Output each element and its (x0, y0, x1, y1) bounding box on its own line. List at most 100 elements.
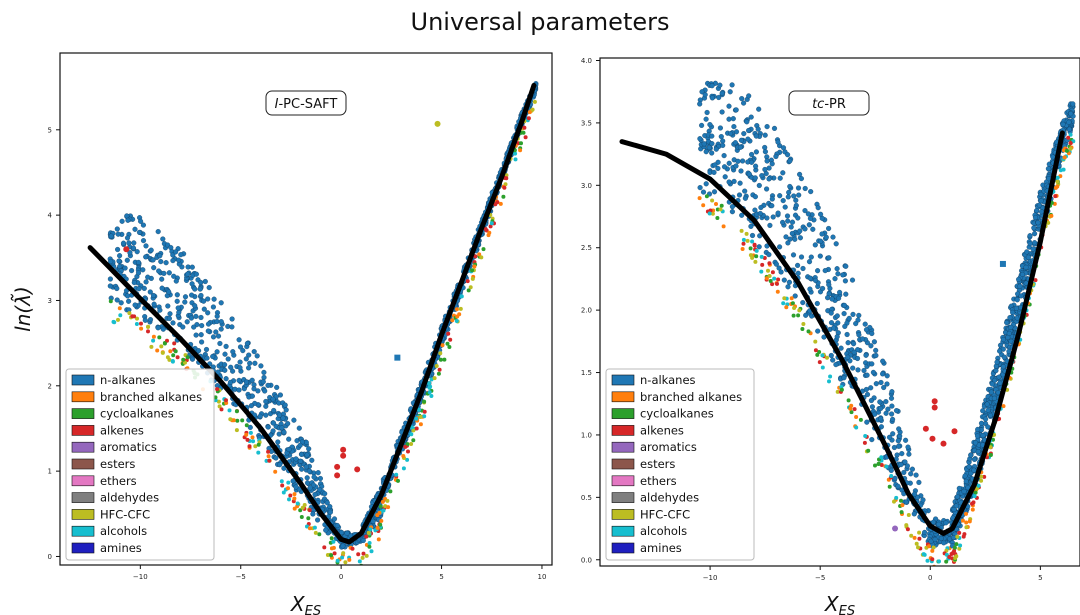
data-point (251, 349, 257, 355)
data-point (218, 326, 224, 332)
data-point (1061, 167, 1066, 172)
data-point (767, 274, 772, 278)
data-point (776, 277, 781, 282)
data-point (777, 244, 783, 250)
data-point (840, 272, 846, 278)
y-tick-label: 3 (48, 297, 52, 305)
data-point (381, 508, 386, 513)
data-point (838, 345, 844, 351)
data-point (140, 238, 147, 244)
data-point (748, 223, 754, 229)
data-point (873, 347, 879, 353)
data-point (116, 258, 122, 264)
data-point (769, 161, 775, 167)
data-point (155, 348, 160, 353)
data-point (251, 439, 256, 444)
data-point (165, 303, 171, 309)
data-point (756, 244, 762, 250)
data-point (134, 249, 140, 255)
data-point (359, 563, 364, 565)
data-point (256, 450, 261, 455)
data-point (869, 330, 875, 337)
data-point (271, 407, 277, 414)
data-point (762, 256, 767, 260)
data-point (843, 263, 849, 269)
data-point (741, 241, 746, 246)
data-point (193, 332, 199, 338)
data-point (216, 399, 221, 404)
data-point (1035, 220, 1041, 226)
data-point (814, 300, 820, 307)
data-point (745, 238, 750, 243)
data-point (429, 377, 434, 382)
data-point (709, 95, 715, 101)
data-point (773, 261, 779, 267)
data-point (795, 215, 801, 221)
data-point (356, 552, 361, 557)
data-point (227, 408, 232, 413)
legend-swatch-alkenes (71, 425, 95, 436)
data-point (331, 516, 338, 522)
data-point (855, 347, 861, 353)
data-point (317, 532, 322, 537)
data-point (702, 92, 708, 98)
data-point (730, 116, 736, 122)
data-point (830, 234, 836, 240)
data-point (728, 131, 734, 137)
legend-label-ethers: ethers (100, 474, 137, 488)
data-point (909, 533, 914, 538)
data-point (964, 525, 969, 530)
data-point (912, 535, 917, 540)
data-point (198, 332, 204, 338)
outlier-point-HFC-CFC (434, 120, 441, 127)
data-point (244, 432, 249, 437)
data-point (409, 425, 414, 430)
data-point (116, 317, 120, 322)
data-point (151, 301, 157, 307)
data-point (842, 323, 848, 329)
data-point (192, 286, 198, 292)
data-point (244, 423, 249, 428)
data-point (530, 107, 535, 112)
data-point (1019, 271, 1026, 277)
data-point (818, 211, 824, 217)
data-point (203, 346, 210, 353)
data-point (335, 558, 340, 563)
data-point (1010, 309, 1016, 315)
data-point (796, 192, 802, 198)
legend-swatch-aromatics (71, 441, 95, 453)
data-point (279, 425, 285, 431)
data-point (230, 368, 236, 374)
data-point (717, 125, 723, 131)
data-point (793, 197, 799, 203)
data-point (1032, 240, 1038, 246)
data-point (785, 218, 791, 224)
data-point (304, 480, 311, 486)
data-point (309, 457, 315, 463)
data-point (786, 189, 792, 195)
annotation-italic: I (275, 97, 279, 112)
data-point (899, 498, 903, 503)
outlier-point-alkenes (940, 440, 947, 447)
data-point (192, 303, 198, 309)
data-point (458, 306, 463, 311)
data-point (1068, 111, 1074, 117)
data-point (1000, 364, 1006, 370)
data-point (960, 518, 965, 523)
legend-label-alkenes: alkenes (640, 423, 684, 437)
data-point (890, 431, 896, 437)
data-point (711, 169, 717, 175)
data-point (749, 151, 755, 158)
data-point (312, 525, 317, 530)
data-point (806, 222, 812, 228)
data-point (820, 365, 825, 370)
data-point (266, 449, 271, 454)
data-point (135, 316, 139, 321)
data-point (225, 356, 231, 362)
data-point (1033, 278, 1038, 283)
data-point (401, 454, 406, 458)
data-point (917, 530, 922, 535)
data-point (852, 407, 857, 412)
data-point (979, 478, 984, 483)
y-tick-label: 4 (48, 212, 53, 220)
